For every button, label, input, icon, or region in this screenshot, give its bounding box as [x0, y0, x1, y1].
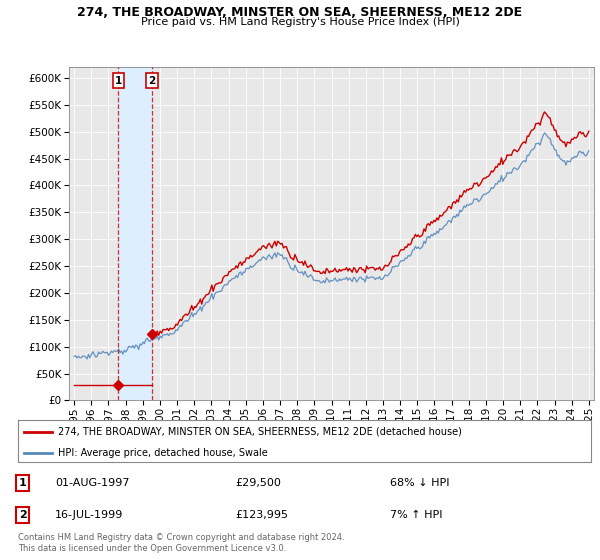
- Text: 1: 1: [19, 478, 26, 488]
- Text: 2: 2: [19, 510, 26, 520]
- Text: HPI: Average price, detached house, Swale: HPI: Average price, detached house, Swal…: [58, 448, 268, 458]
- Text: Price paid vs. HM Land Registry's House Price Index (HPI): Price paid vs. HM Land Registry's House …: [140, 17, 460, 27]
- Text: 16-JUL-1999: 16-JUL-1999: [55, 510, 124, 520]
- Text: 274, THE BROADWAY, MINSTER ON SEA, SHEERNESS, ME12 2DE: 274, THE BROADWAY, MINSTER ON SEA, SHEER…: [77, 6, 523, 18]
- Text: 274, THE BROADWAY, MINSTER ON SEA, SHEERNESS, ME12 2DE (detached house): 274, THE BROADWAY, MINSTER ON SEA, SHEER…: [58, 427, 462, 437]
- Text: 1: 1: [115, 76, 122, 86]
- Text: 01-AUG-1997: 01-AUG-1997: [55, 478, 130, 488]
- Text: 68% ↓ HPI: 68% ↓ HPI: [391, 478, 450, 488]
- Text: £29,500: £29,500: [236, 478, 281, 488]
- Text: £123,995: £123,995: [236, 510, 289, 520]
- Text: Contains HM Land Registry data © Crown copyright and database right 2024.
This d: Contains HM Land Registry data © Crown c…: [18, 533, 344, 553]
- Bar: [118, 67, 152, 400]
- Text: 7% ↑ HPI: 7% ↑ HPI: [391, 510, 443, 520]
- Text: 2: 2: [148, 76, 155, 86]
